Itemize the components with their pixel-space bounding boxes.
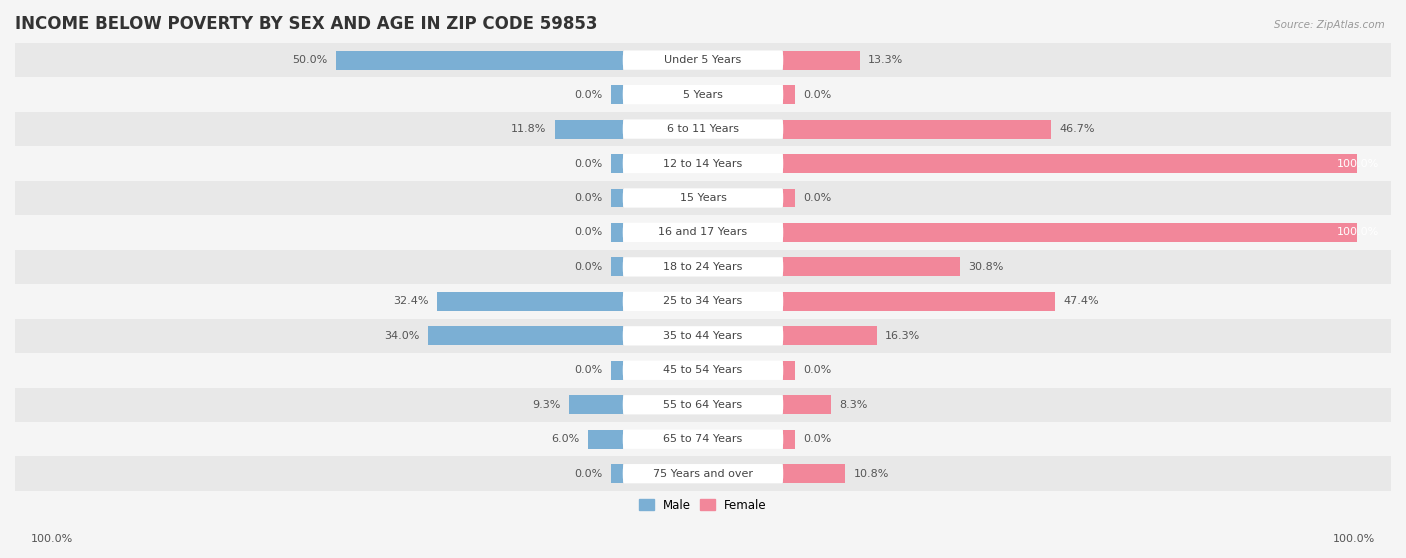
Bar [15,284,1391,319]
Bar [783,154,1357,173]
Text: 15 Years: 15 Years [679,193,727,203]
Text: Under 5 Years: Under 5 Years [665,55,741,65]
Bar [15,319,1391,353]
Bar [783,326,877,345]
Bar [15,249,1391,284]
Bar [437,292,623,311]
Text: 5 Years: 5 Years [683,90,723,99]
Text: 0.0%: 0.0% [575,262,603,272]
Text: 16.3%: 16.3% [886,331,921,341]
Text: 0.0%: 0.0% [575,193,603,203]
Text: 18 to 24 Years: 18 to 24 Years [664,262,742,272]
Text: 55 to 64 Years: 55 to 64 Years [664,400,742,410]
Bar [588,430,623,449]
FancyBboxPatch shape [623,189,783,208]
Bar [15,215,1391,249]
Bar [15,456,1391,491]
Bar [783,51,859,70]
Text: 100.0%: 100.0% [1337,228,1379,238]
Text: 13.3%: 13.3% [868,55,904,65]
Text: 34.0%: 34.0% [384,331,419,341]
Bar [555,119,623,138]
FancyBboxPatch shape [623,292,783,311]
Bar [15,78,1391,112]
Text: 12 to 14 Years: 12 to 14 Years [664,158,742,169]
FancyBboxPatch shape [623,223,783,242]
Text: 32.4%: 32.4% [392,296,429,306]
Text: INCOME BELOW POVERTY BY SEX AND AGE IN ZIP CODE 59853: INCOME BELOW POVERTY BY SEX AND AGE IN Z… [15,15,598,33]
Bar [15,353,1391,388]
Bar [15,112,1391,146]
Bar [783,189,794,208]
Bar [612,189,623,208]
Legend: Male, Female: Male, Female [634,494,772,516]
Text: 25 to 34 Years: 25 to 34 Years [664,296,742,306]
FancyBboxPatch shape [623,326,783,345]
Bar [783,119,1052,138]
FancyBboxPatch shape [623,85,783,104]
Text: 9.3%: 9.3% [533,400,561,410]
Text: 50.0%: 50.0% [292,55,328,65]
Text: 47.4%: 47.4% [1063,296,1099,306]
Text: 0.0%: 0.0% [575,365,603,376]
Text: 100.0%: 100.0% [1337,158,1379,169]
Bar [612,85,623,104]
Text: 30.8%: 30.8% [969,262,1004,272]
FancyBboxPatch shape [623,50,783,70]
Bar [783,430,794,449]
Text: 16 and 17 Years: 16 and 17 Years [658,228,748,238]
Text: 100.0%: 100.0% [31,534,73,544]
Bar [15,181,1391,215]
FancyBboxPatch shape [623,154,783,173]
Bar [427,326,623,345]
Bar [612,257,623,276]
Bar [612,223,623,242]
FancyBboxPatch shape [623,395,783,415]
Text: 0.0%: 0.0% [575,158,603,169]
Bar [612,154,623,173]
Bar [783,85,794,104]
Text: 0.0%: 0.0% [575,90,603,99]
Text: 100.0%: 100.0% [1333,534,1375,544]
Text: 75 Years and over: 75 Years and over [652,469,754,479]
FancyBboxPatch shape [623,257,783,277]
Bar [783,223,1357,242]
Text: 45 to 54 Years: 45 to 54 Years [664,365,742,376]
Text: 6 to 11 Years: 6 to 11 Years [666,124,740,134]
Bar [783,395,831,414]
Bar [783,292,1054,311]
Bar [612,464,623,483]
Text: 0.0%: 0.0% [803,434,831,444]
Text: 0.0%: 0.0% [803,90,831,99]
FancyBboxPatch shape [623,119,783,139]
Bar [15,422,1391,456]
FancyBboxPatch shape [623,430,783,449]
Text: 0.0%: 0.0% [803,365,831,376]
Bar [336,51,623,70]
Bar [15,146,1391,181]
Text: 0.0%: 0.0% [803,193,831,203]
Text: 0.0%: 0.0% [575,228,603,238]
Bar [783,464,845,483]
Text: 11.8%: 11.8% [512,124,547,134]
Text: 8.3%: 8.3% [839,400,868,410]
Text: Source: ZipAtlas.com: Source: ZipAtlas.com [1274,20,1385,30]
FancyBboxPatch shape [623,464,783,483]
Bar [783,361,794,380]
Text: 0.0%: 0.0% [575,469,603,479]
Text: 6.0%: 6.0% [551,434,579,444]
Text: 65 to 74 Years: 65 to 74 Years [664,434,742,444]
Text: 35 to 44 Years: 35 to 44 Years [664,331,742,341]
Bar [15,388,1391,422]
FancyBboxPatch shape [623,360,783,380]
Bar [783,257,960,276]
Text: 46.7%: 46.7% [1060,124,1095,134]
Bar [569,395,623,414]
Bar [15,43,1391,78]
Text: 10.8%: 10.8% [853,469,889,479]
Bar [612,361,623,380]
